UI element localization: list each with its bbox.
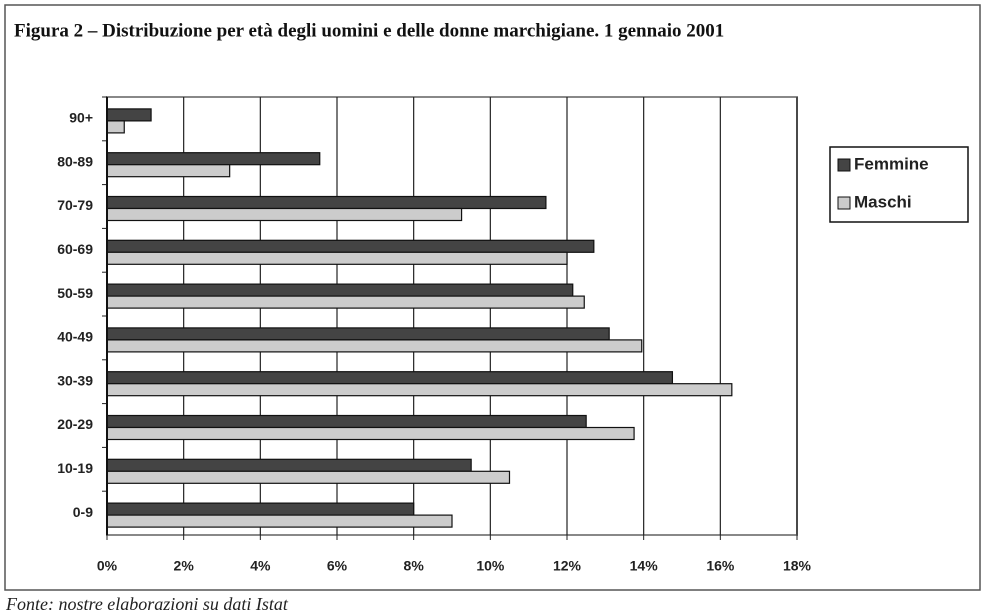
y-tick-label: 70-79 (57, 197, 93, 213)
bar (106, 207, 463, 222)
bar (106, 414, 587, 429)
source-note: Fonte: nostre elaborazioni su dati Istat (5, 594, 289, 614)
bar (106, 383, 733, 397)
bar (106, 426, 635, 441)
y-tick-label: 50-59 (57, 285, 93, 301)
bar (106, 120, 125, 134)
bar (106, 239, 595, 253)
x-tick-label: 16% (706, 558, 735, 574)
bar (106, 108, 152, 122)
legend-label: Femmine (854, 154, 929, 173)
bar (106, 152, 321, 166)
x-tick-label: 4% (250, 558, 271, 574)
bar (106, 195, 547, 210)
y-tick-label: 30-39 (57, 372, 93, 388)
y-tick-label: 20-29 (57, 416, 93, 432)
x-tick-label: 6% (327, 558, 348, 574)
y-tick-label: 90+ (69, 110, 93, 126)
bar (106, 371, 674, 385)
x-tick-label: 8% (404, 558, 425, 574)
y-tick-label: 0-9 (73, 504, 93, 520)
legend-swatch (837, 196, 851, 210)
bar (106, 339, 643, 353)
bar (106, 251, 568, 265)
bar (106, 283, 574, 297)
bar (106, 458, 472, 472)
bar (106, 327, 610, 341)
x-tick-label: 12% (553, 558, 582, 574)
chart-title: Figura 2 – Distribuzione per età degli u… (14, 20, 724, 41)
legend-swatch (837, 158, 851, 172)
bar (106, 164, 231, 178)
bar (106, 514, 453, 528)
x-tick-label: 18% (783, 558, 812, 574)
bar (106, 295, 585, 309)
x-tick-label: 10% (476, 558, 505, 574)
bar (106, 502, 415, 516)
legend-box (829, 146, 969, 223)
x-tick-label: 14% (630, 558, 659, 574)
x-tick-label: 0% (97, 558, 118, 574)
x-tick-label: 2% (174, 558, 195, 574)
legend-label: Maschi (854, 192, 912, 211)
y-tick-label: 10-19 (57, 460, 93, 476)
y-tick-label: 80-89 (57, 153, 93, 169)
bar (106, 470, 511, 484)
y-tick-label: 40-49 (57, 329, 93, 345)
y-tick-label: 60-69 (57, 241, 93, 257)
